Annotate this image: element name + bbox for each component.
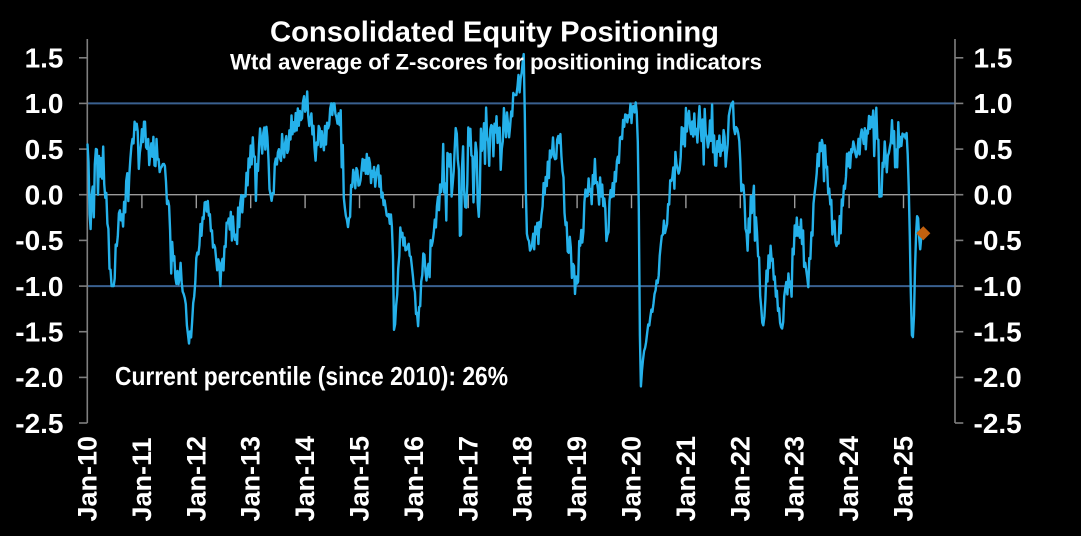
svg-text:-0.5: -0.5: [974, 225, 1022, 256]
svg-text:-1.5: -1.5: [974, 317, 1022, 348]
svg-text:-0.5: -0.5: [15, 225, 63, 256]
svg-text:0.0: 0.0: [25, 180, 64, 211]
svg-text:Jan-13: Jan-13: [236, 436, 266, 522]
svg-text:Jan-20: Jan-20: [617, 436, 647, 522]
svg-text:Jan-18: Jan-18: [508, 436, 538, 522]
svg-text:Jan-12: Jan-12: [181, 436, 211, 522]
svg-text:Jan-10: Jan-10: [73, 436, 103, 522]
svg-text:Current percentile (since 2010: Current percentile (since 2010): 26%: [115, 361, 508, 391]
svg-text:0.5: 0.5: [25, 134, 64, 165]
svg-text:0.0: 0.0: [974, 180, 1013, 211]
svg-text:Jan-19: Jan-19: [562, 436, 592, 522]
svg-text:-2.0: -2.0: [974, 362, 1022, 393]
svg-text:Jan-22: Jan-22: [725, 436, 755, 522]
svg-text:-2.5: -2.5: [15, 408, 63, 439]
svg-text:Consolidated Equity Positionin: Consolidated Equity Positioning: [270, 16, 719, 48]
svg-text:Jan-24: Jan-24: [834, 436, 864, 522]
svg-text:Jan-14: Jan-14: [290, 436, 320, 522]
svg-text:Jan-23: Jan-23: [780, 436, 810, 522]
svg-text:1.5: 1.5: [974, 43, 1013, 74]
svg-text:Jan-25: Jan-25: [889, 436, 919, 522]
svg-text:-2.5: -2.5: [974, 408, 1022, 439]
svg-text:-2.0: -2.0: [15, 362, 63, 393]
svg-text:1.5: 1.5: [25, 43, 64, 74]
svg-text:-1.5: -1.5: [15, 317, 63, 348]
svg-text:-1.0: -1.0: [974, 271, 1022, 302]
svg-text:Jan-17: Jan-17: [453, 436, 483, 522]
svg-text:Jan-21: Jan-21: [671, 436, 701, 522]
svg-text:Wtd average of Z-scores for po: Wtd average of Z-scores for positioning …: [230, 50, 762, 75]
svg-text:-1.0: -1.0: [15, 271, 63, 302]
svg-text:1.0: 1.0: [974, 88, 1013, 119]
svg-text:Jan-16: Jan-16: [399, 436, 429, 522]
svg-text:Jan-15: Jan-15: [345, 436, 375, 522]
svg-text:1.0: 1.0: [25, 88, 64, 119]
svg-text:Jan-11: Jan-11: [127, 437, 157, 521]
svg-text:0.5: 0.5: [974, 134, 1013, 165]
